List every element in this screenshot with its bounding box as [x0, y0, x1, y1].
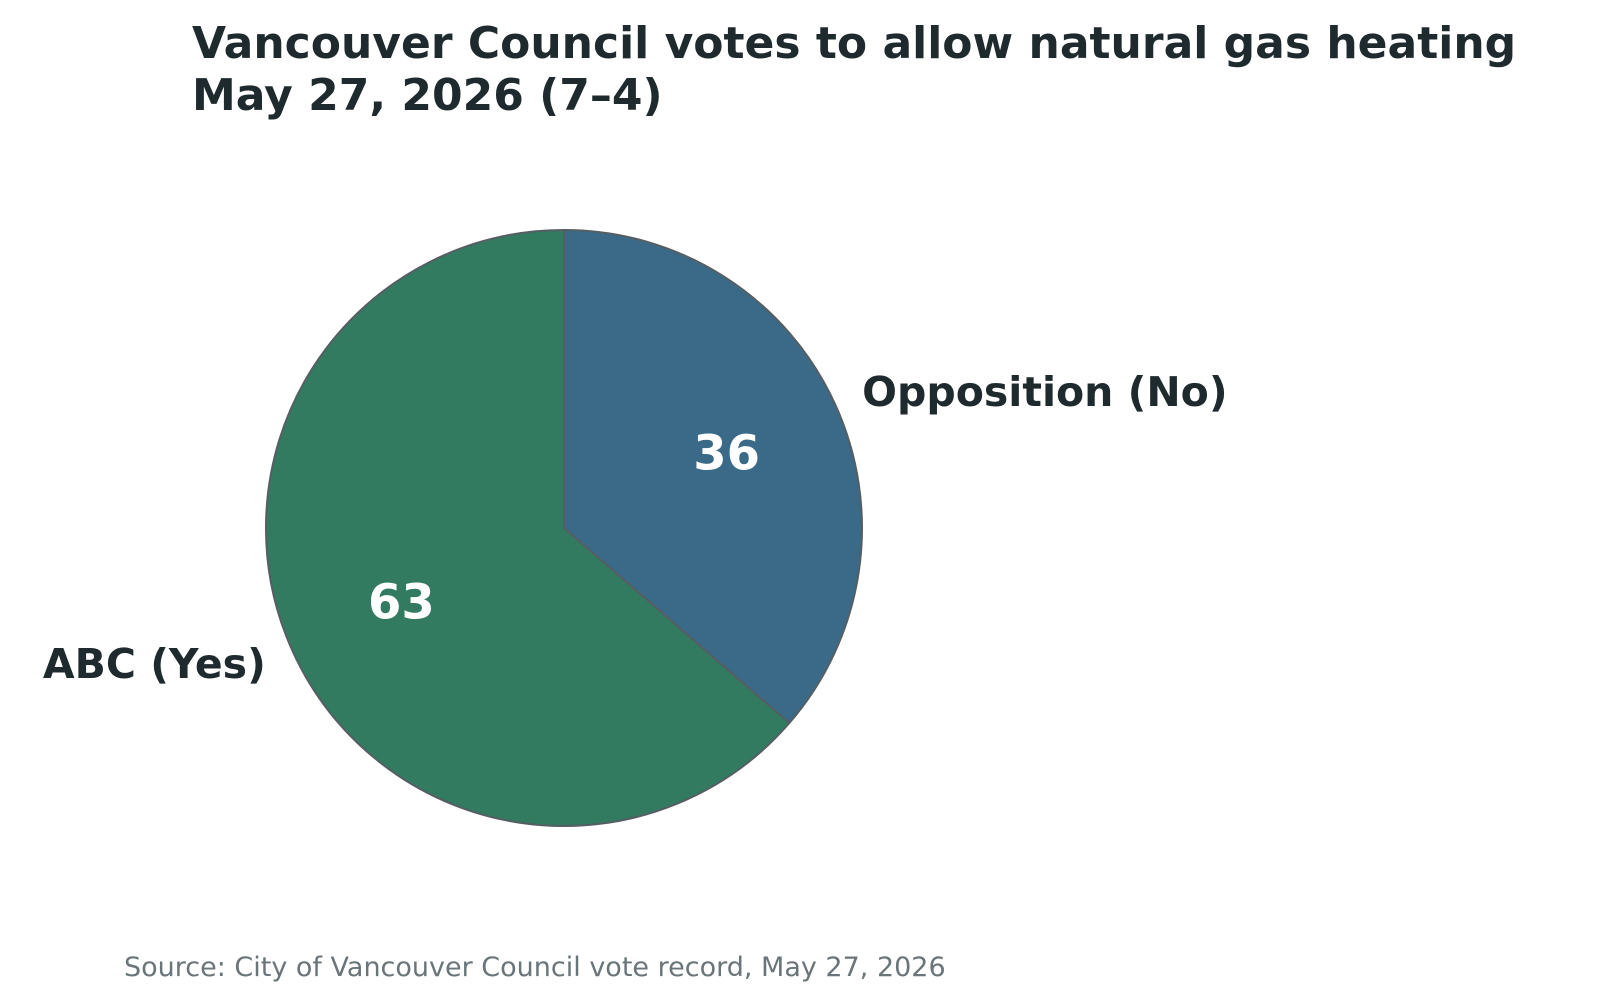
- slice-value-label: 63: [368, 574, 435, 630]
- pie-labels: 36 Opposition (No) 63 ABC (Yes): [43, 368, 1228, 688]
- source-note: Source: City of Vancouver Council vote r…: [124, 952, 946, 983]
- slice-value-label: 36: [693, 426, 760, 482]
- pie-slice-opposition: [563, 229, 863, 725]
- slice-category-label: Opposition (No): [862, 368, 1227, 416]
- pie-slice-abc: [265, 229, 791, 827]
- pie-slices: [265, 229, 863, 827]
- chart-title: Vancouver Council votes to allow natural…: [192, 18, 1516, 69]
- slice-category-label: ABC (Yes): [43, 640, 266, 688]
- chart-subtitle: May 27, 2026 (7–4): [192, 70, 663, 121]
